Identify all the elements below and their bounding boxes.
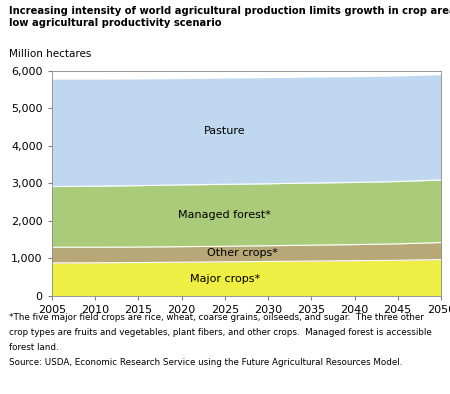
Text: Other crops*: Other crops* [207,249,278,258]
Text: Managed forest*: Managed forest* [178,210,271,220]
Text: Pasture: Pasture [204,126,246,136]
Text: Major crops*: Major crops* [190,274,260,284]
Text: forest land.: forest land. [9,343,58,352]
Text: Source: USDA, Economic Research Service using the Future Agricultural Resources : Source: USDA, Economic Research Service … [9,358,402,367]
Text: low agricultural productivity scenario: low agricultural productivity scenario [9,18,221,28]
Text: crop types are fruits and vegetables, plant fibers, and other crops.  Managed fo: crop types are fruits and vegetables, pl… [9,328,432,337]
Text: Million hectares: Million hectares [9,49,91,59]
Text: Increasing intensity of world agricultural production limits growth in crop area: Increasing intensity of world agricultur… [9,6,450,16]
Text: *The five major field crops are rice, wheat, coarse grains, oilseeds, and sugar.: *The five major field crops are rice, wh… [9,313,424,322]
